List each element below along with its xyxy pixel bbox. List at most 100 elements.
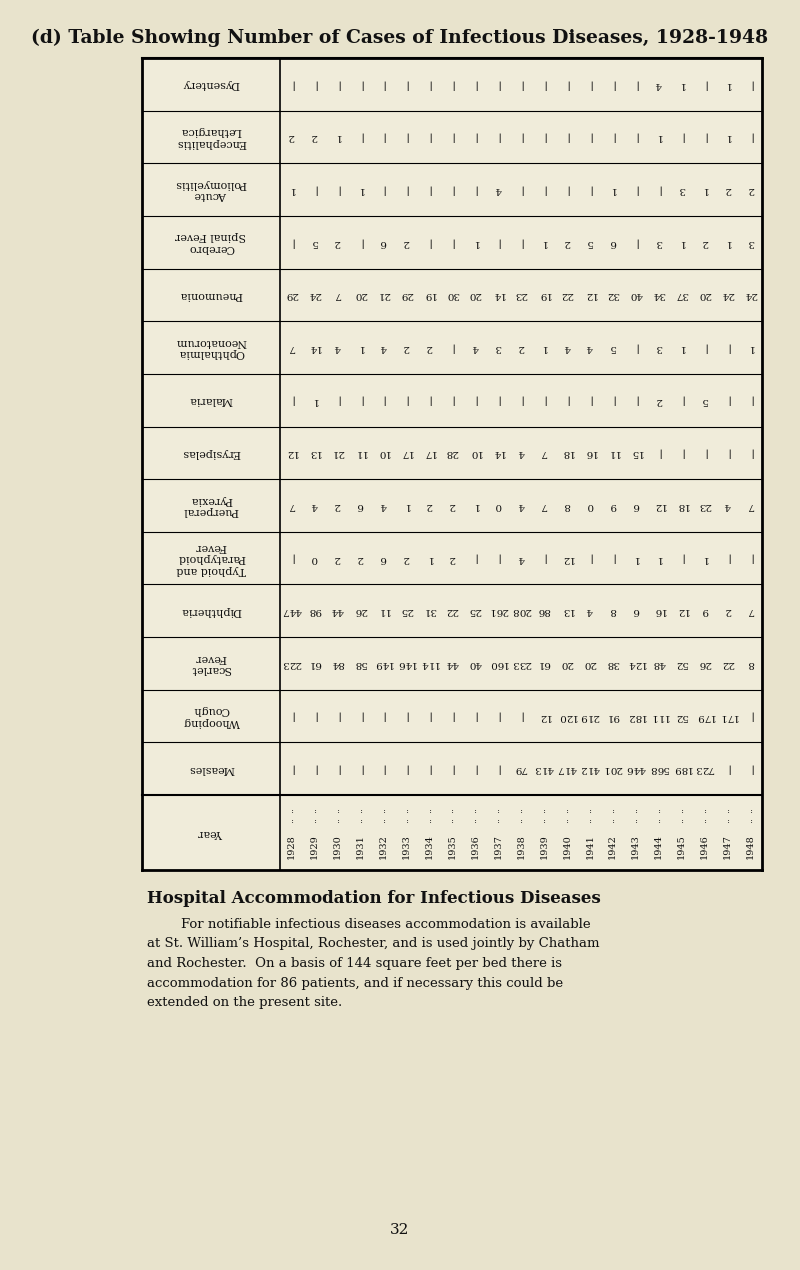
Text: 179: 179 xyxy=(694,711,714,720)
Text: |: | xyxy=(427,132,431,142)
Text: 40: 40 xyxy=(469,659,482,668)
Text: 1: 1 xyxy=(334,132,341,141)
Text: |: | xyxy=(749,395,752,405)
Text: 1: 1 xyxy=(655,132,662,141)
Text: 568: 568 xyxy=(649,765,669,773)
Bar xyxy=(142,58,762,870)
Text: |: | xyxy=(519,132,523,142)
Text: |: | xyxy=(749,765,752,773)
Text: |: | xyxy=(496,395,500,405)
Text: |: | xyxy=(382,765,385,773)
Text: 1936: 1936 xyxy=(470,834,479,860)
Text: 1946: 1946 xyxy=(700,834,709,860)
Text: 7: 7 xyxy=(334,291,341,300)
Text: |: | xyxy=(358,711,362,721)
Text: |: | xyxy=(450,395,454,405)
Text: :
:: : : xyxy=(519,806,522,824)
Text: :
:: : : xyxy=(313,806,316,824)
Text: |: | xyxy=(703,80,706,89)
Text: |: | xyxy=(313,765,316,773)
Text: 2: 2 xyxy=(702,237,708,246)
Text: :
:: : : xyxy=(566,806,568,824)
Text: 3: 3 xyxy=(678,185,685,194)
Text: 4: 4 xyxy=(586,606,593,615)
Text: 4: 4 xyxy=(494,185,502,194)
Text: |: | xyxy=(382,711,385,721)
Text: 219: 219 xyxy=(580,711,600,720)
Text: 14: 14 xyxy=(491,291,505,300)
Text: 6: 6 xyxy=(610,237,616,246)
Text: 1: 1 xyxy=(655,554,662,563)
Text: |: | xyxy=(358,237,362,246)
Text: |: | xyxy=(474,132,477,142)
Text: |: | xyxy=(427,395,431,405)
Text: 30: 30 xyxy=(446,291,458,300)
Text: |: | xyxy=(634,80,638,89)
Text: 7: 7 xyxy=(288,343,294,352)
Text: 1: 1 xyxy=(472,500,478,511)
Text: |: | xyxy=(657,185,661,194)
Text: 1: 1 xyxy=(472,237,478,246)
Text: 20: 20 xyxy=(560,659,574,668)
Text: |: | xyxy=(519,80,523,89)
Text: |: | xyxy=(634,237,638,246)
Text: |: | xyxy=(726,343,730,352)
Text: 2: 2 xyxy=(449,500,455,511)
Text: 4: 4 xyxy=(724,500,731,511)
Text: 1934: 1934 xyxy=(425,834,434,860)
Text: |: | xyxy=(634,132,638,142)
Text: 8: 8 xyxy=(610,606,616,615)
Text: Acute
Poliomyelitis: Acute Poliomyelitis xyxy=(175,179,247,201)
Text: |: | xyxy=(427,237,431,246)
Text: 8: 8 xyxy=(747,659,754,668)
Text: |: | xyxy=(542,132,546,142)
Text: Measles: Measles xyxy=(188,763,234,773)
Text: 4: 4 xyxy=(518,554,524,563)
Text: :
:: : : xyxy=(542,806,546,824)
Text: 6: 6 xyxy=(357,500,364,511)
Text: 4: 4 xyxy=(518,448,524,457)
Text: (d) Table Showing Number of Cases of Infectious Diseases, 1928-1948: (d) Table Showing Number of Cases of Inf… xyxy=(31,29,769,47)
Text: 22: 22 xyxy=(560,291,574,300)
Text: 5: 5 xyxy=(586,237,593,246)
Text: 18: 18 xyxy=(675,500,688,511)
Text: 29: 29 xyxy=(285,291,298,300)
Text: 2: 2 xyxy=(426,343,433,352)
Text: 14: 14 xyxy=(491,448,505,457)
Text: 13: 13 xyxy=(308,448,321,457)
Text: 40: 40 xyxy=(629,291,642,300)
Text: 5: 5 xyxy=(702,396,708,405)
Text: |: | xyxy=(335,395,339,405)
Text: |: | xyxy=(542,395,546,405)
Text: Typhoid and
Paratyphoid
Fever: Typhoid and Paratyphoid Fever xyxy=(176,541,246,575)
Text: 1: 1 xyxy=(288,185,294,194)
Text: 223: 223 xyxy=(282,659,302,668)
Text: :
:: : : xyxy=(474,806,477,824)
Text: 12: 12 xyxy=(285,448,298,457)
Text: 1: 1 xyxy=(747,343,754,352)
Text: 4: 4 xyxy=(655,80,662,89)
Text: |: | xyxy=(358,132,362,142)
Text: |: | xyxy=(588,132,592,142)
Text: Cerebro
Spinal Fever: Cerebro Spinal Fever xyxy=(175,231,246,253)
Text: |: | xyxy=(519,185,523,194)
Text: 23: 23 xyxy=(514,291,528,300)
Text: Diphtheria: Diphtheria xyxy=(181,606,242,616)
Text: Puerperal
Pyrexia: Puerperal Pyrexia xyxy=(183,494,239,517)
Text: 8: 8 xyxy=(563,500,570,511)
Text: 1935: 1935 xyxy=(448,834,457,860)
Text: |: | xyxy=(474,554,477,563)
Text: 261: 261 xyxy=(488,606,508,615)
Text: 3: 3 xyxy=(655,343,662,352)
Text: 21: 21 xyxy=(330,448,344,457)
Text: |: | xyxy=(496,711,500,721)
Text: 21: 21 xyxy=(377,291,390,300)
Text: |: | xyxy=(726,448,730,457)
Text: 114: 114 xyxy=(419,659,439,668)
Text: 10: 10 xyxy=(469,448,482,457)
Text: |: | xyxy=(474,765,477,773)
Text: 1940: 1940 xyxy=(562,834,571,860)
Text: |: | xyxy=(427,80,431,89)
Text: 2: 2 xyxy=(655,396,662,405)
Text: 1: 1 xyxy=(610,185,616,194)
